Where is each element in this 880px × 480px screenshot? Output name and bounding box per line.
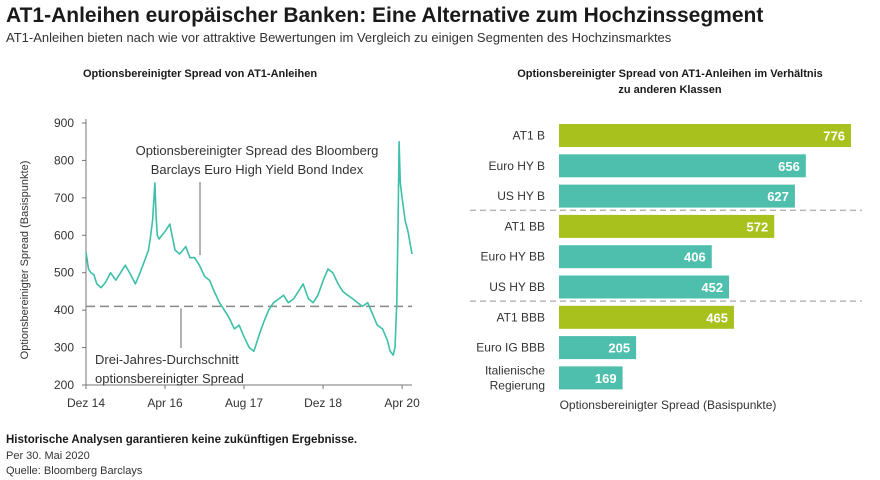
bar-value-label: 205 bbox=[608, 341, 630, 356]
y-tick-label: 800 bbox=[54, 153, 74, 167]
category-label: AT1 BBB bbox=[497, 310, 545, 324]
y-tick-label: 400 bbox=[54, 303, 74, 317]
page-title: AT1-Anleihen europäischer Banken: Eine A… bbox=[6, 4, 764, 27]
bar bbox=[559, 245, 712, 269]
bar bbox=[559, 214, 775, 238]
y-tick-label: 200 bbox=[54, 378, 74, 392]
category-label: Euro HY BB bbox=[481, 250, 545, 264]
bar-chart-title-line2: zu anderen Klassen bbox=[618, 84, 722, 96]
category-label: AT1 BB bbox=[505, 219, 545, 233]
bar-value-label: 452 bbox=[701, 280, 723, 295]
spread-series-line bbox=[85, 140, 413, 356]
bar bbox=[559, 305, 734, 329]
bar bbox=[559, 275, 730, 299]
annotation-hy-line2: Barclays Euro High Yield Bond Index bbox=[151, 162, 364, 177]
x-tick-label: Dez 14 bbox=[67, 396, 105, 410]
bar-chart-title-line1: Optionsbereinigter Spread von AT1-Anleih… bbox=[517, 68, 823, 80]
disclaimer: Historische Analysen garantieren keine z… bbox=[6, 434, 358, 446]
bar-value-label: 465 bbox=[706, 310, 728, 325]
bar bbox=[559, 124, 851, 147]
category-label: Italienische bbox=[485, 363, 545, 377]
bar-value-label: 169 bbox=[595, 371, 617, 386]
bar-value-label: 406 bbox=[684, 250, 706, 265]
as-of-date: Per 30. Mai 2020 bbox=[6, 450, 90, 462]
annotation-hy-line1: Optionsbereinigter Spread des Bloomberg bbox=[136, 143, 379, 158]
y-tick-label: 500 bbox=[54, 266, 74, 280]
page-subtitle: AT1-Anleihen bieten nach wie vor attrakt… bbox=[6, 30, 672, 45]
category-label: Euro HY B bbox=[489, 159, 545, 173]
bar bbox=[559, 366, 623, 390]
bar bbox=[559, 184, 795, 208]
x-tick-label: Apr 20 bbox=[384, 396, 420, 410]
bar-value-label: 656 bbox=[778, 159, 800, 174]
category-label: AT1 B bbox=[513, 129, 545, 143]
category-label: US HY B bbox=[497, 189, 545, 203]
category-label: Euro IG BBB bbox=[476, 341, 545, 355]
x-tick-label: Apr 16 bbox=[147, 396, 183, 410]
bar bbox=[559, 154, 806, 178]
category-label: US HY BB bbox=[489, 280, 545, 294]
y-tick-label: 300 bbox=[54, 341, 74, 355]
y-tick-label: 700 bbox=[54, 191, 74, 205]
source: Quelle: Bloomberg Barclays bbox=[6, 465, 143, 477]
bar-value-label: 776 bbox=[823, 129, 845, 144]
y-tick-label: 900 bbox=[54, 116, 74, 130]
annotation-avg-line2: optionsbereinigter Spread bbox=[95, 371, 244, 386]
bar-value-label: 572 bbox=[747, 219, 769, 234]
annotation-avg-line1: Drei-Jahres-Durchschnitt bbox=[95, 352, 239, 367]
bar-value-label: 627 bbox=[767, 189, 789, 204]
x-tick-label: Aug 17 bbox=[225, 396, 263, 410]
bar-chart-title: Optionsbereinigter Spread von AT1-Anleih… bbox=[480, 66, 860, 98]
y-axis-label: Optionsbereinigter Spread (Basispunkte) bbox=[19, 161, 31, 360]
category-label: Regierung bbox=[490, 378, 545, 392]
y-tick-label: 600 bbox=[54, 228, 74, 242]
line-chart-title: Optionsbereinigter Spread von AT1-Anleih… bbox=[82, 68, 318, 80]
x-tick-label: Dez 18 bbox=[304, 396, 342, 410]
bar bbox=[559, 336, 637, 360]
x-axis-label: Optionsbereinigter Spread (Basispunkte) bbox=[560, 398, 777, 412]
